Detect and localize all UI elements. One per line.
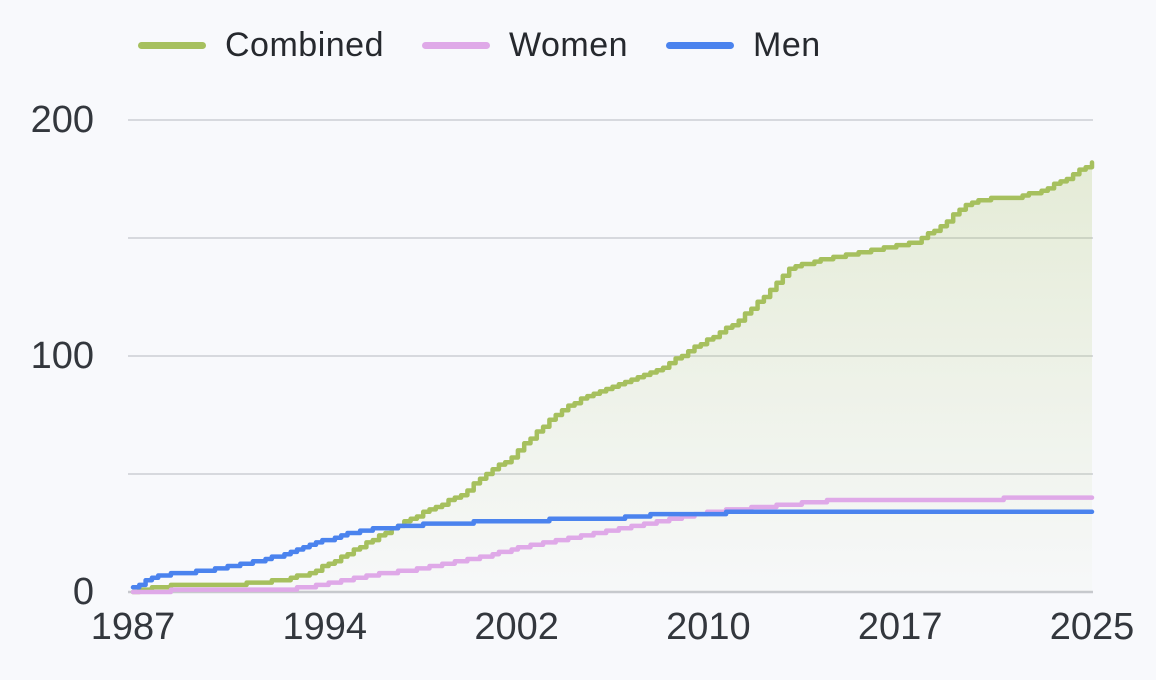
series-line-men <box>130 509 1095 590</box>
legend-swatch-combined-icon <box>138 42 206 49</box>
y-tick-label-0: 0 <box>72 571 94 613</box>
legend-label-combined: Combined <box>225 26 384 64</box>
x-tick-label-2010: 2010 <box>666 606 751 648</box>
legend-label-men: Men <box>753 26 821 64</box>
legend-swatch-men-icon <box>666 42 735 49</box>
legend-item-combined[interactable]: Combined <box>138 26 384 65</box>
legend: Combined Women Men <box>138 26 821 65</box>
legend-item-women[interactable]: Women <box>421 26 629 65</box>
legend-label-women: Women <box>508 26 629 64</box>
x-tick-label-1994: 1994 <box>282 606 368 648</box>
x-tick-label-2017: 2017 <box>857 606 943 648</box>
legend-swatch-women-icon <box>421 42 490 49</box>
y-tick-label-200: 200 <box>30 99 94 141</box>
x-tick-label-2025: 2025 <box>1049 606 1135 648</box>
series-area-combined <box>133 162 1092 592</box>
series-line-combined <box>130 160 1095 595</box>
y-tick-label-100: 100 <box>30 335 94 377</box>
x-tick-label-2002: 2002 <box>474 606 559 648</box>
legend-item-men[interactable]: Men <box>666 26 821 65</box>
x-tick-label-1987: 1987 <box>90 606 176 648</box>
series-line-women <box>130 495 1095 595</box>
